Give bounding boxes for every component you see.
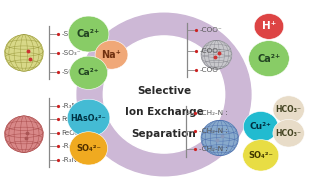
- Text: Ca²⁺: Ca²⁺: [78, 68, 99, 77]
- Text: -CH₂-N :: -CH₂-N :: [199, 110, 228, 116]
- Text: -SO₃⁻: -SO₃⁻: [62, 50, 81, 56]
- Text: Selective: Selective: [137, 86, 191, 96]
- Ellipse shape: [70, 132, 108, 165]
- Text: HAsO₄²⁻: HAsO₄²⁻: [71, 114, 106, 123]
- Text: -COO⁻: -COO⁻: [200, 67, 223, 73]
- Ellipse shape: [4, 34, 44, 71]
- Text: HCO₃⁻: HCO₃⁻: [276, 105, 302, 114]
- Text: Ca²⁺: Ca²⁺: [77, 29, 100, 39]
- Ellipse shape: [243, 140, 279, 171]
- Ellipse shape: [254, 14, 284, 39]
- Ellipse shape: [67, 99, 110, 137]
- Text: -COO⁻: -COO⁻: [200, 48, 223, 54]
- Text: -R₃N⁺: -R₃N⁺: [62, 103, 82, 109]
- Text: -R₃N⁺: -R₃N⁺: [62, 157, 82, 163]
- Text: -SO₃⁻: -SO₃⁻: [62, 69, 81, 75]
- Text: -SO₃⁻: -SO₃⁻: [62, 31, 81, 37]
- Text: -CH₂-N :: -CH₂-N :: [199, 128, 228, 134]
- Text: FeOH₂⁺: FeOH₂⁺: [62, 130, 88, 136]
- Ellipse shape: [4, 116, 44, 153]
- Ellipse shape: [249, 41, 289, 77]
- Text: H⁺: H⁺: [262, 22, 276, 31]
- Text: SO₄²⁻: SO₄²⁻: [76, 144, 101, 153]
- Text: -CH₂-N :: -CH₂-N :: [199, 146, 228, 152]
- Ellipse shape: [201, 120, 239, 156]
- Text: Separation: Separation: [132, 129, 196, 139]
- Ellipse shape: [77, 13, 251, 176]
- Text: Ion Exchange: Ion Exchange: [125, 108, 203, 117]
- Text: -R₃N⁺: -R₃N⁺: [62, 143, 82, 149]
- Text: Cu²⁺: Cu²⁺: [250, 122, 272, 131]
- Text: Na⁺: Na⁺: [102, 50, 121, 60]
- Ellipse shape: [273, 119, 304, 147]
- Ellipse shape: [70, 56, 108, 89]
- Text: -COO⁻: -COO⁻: [200, 27, 223, 33]
- Ellipse shape: [103, 36, 225, 153]
- Ellipse shape: [273, 96, 304, 123]
- Ellipse shape: [243, 112, 278, 142]
- Text: Ca²⁺: Ca²⁺: [257, 54, 280, 64]
- Text: HCO₃⁻: HCO₃⁻: [276, 129, 302, 138]
- Ellipse shape: [68, 16, 109, 52]
- Ellipse shape: [201, 40, 232, 70]
- Text: SO₄²⁻: SO₄²⁻: [248, 151, 273, 160]
- Ellipse shape: [95, 40, 128, 69]
- Text: FeOH₂⁺: FeOH₂⁺: [62, 116, 88, 122]
